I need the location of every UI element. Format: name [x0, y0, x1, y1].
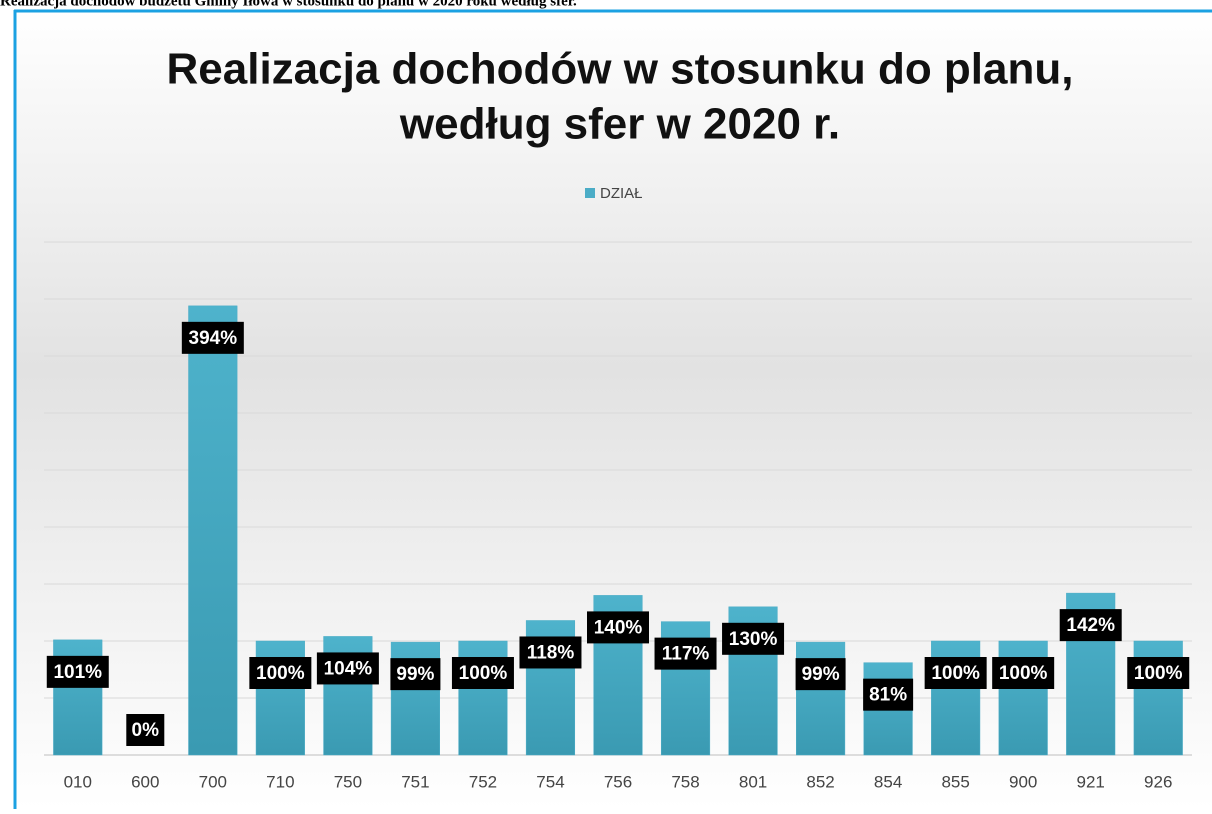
data-label: 100%: [931, 663, 980, 684]
data-label-box: [863, 678, 914, 711]
data-label: 81%: [869, 685, 907, 706]
chart-title: Realizacja dochodów w stosunku do planu,: [167, 45, 1074, 94]
data-label-box: [587, 611, 649, 644]
data-label-box: [519, 636, 582, 669]
data-label: 99%: [396, 664, 434, 685]
data-label-box: [722, 622, 785, 655]
x-tick-label: 756: [604, 772, 632, 791]
x-tick-label: 926: [1144, 772, 1172, 791]
x-tick-label: 758: [671, 772, 699, 791]
page-header: Realizacja dochodów budżetu Gminy Iłowa …: [0, 0, 577, 9]
x-tick-label: 921: [1077, 772, 1105, 791]
data-label: 130%: [729, 629, 778, 650]
x-tick-label: 710: [266, 772, 294, 791]
x-tick-label: 752: [469, 772, 497, 791]
data-label-box: [249, 657, 312, 689]
data-label: 99%: [802, 664, 840, 685]
x-tick-label: 754: [536, 772, 564, 791]
data-label-box: [924, 657, 987, 689]
data-label-box: [46, 655, 109, 688]
data-label: 100%: [999, 663, 1048, 684]
x-tick-label: 750: [334, 772, 362, 791]
data-label-box: [181, 321, 244, 354]
data-label: 100%: [459, 663, 508, 684]
data-label-box: [390, 658, 441, 691]
data-label-box: [795, 658, 846, 691]
data-label: 100%: [1134, 663, 1183, 684]
x-tick-label: 751: [401, 772, 429, 791]
data-label: 140%: [594, 617, 643, 638]
x-tick-label: 900: [1009, 772, 1037, 791]
x-tick-label: 700: [199, 772, 227, 791]
x-tick-label: 854: [874, 772, 902, 791]
legend-label: DZIAŁ: [600, 185, 643, 202]
data-label: 118%: [527, 642, 575, 663]
x-tick-label: 852: [806, 772, 834, 791]
data-label: 0%: [132, 720, 160, 741]
data-label-box: [1059, 609, 1122, 642]
bar: [188, 305, 238, 756]
data-label: 117%: [662, 644, 710, 665]
data-label-box: [316, 652, 379, 685]
data-label-box: [126, 714, 165, 746]
x-tick-label: 855: [941, 772, 969, 791]
data-label: 100%: [256, 663, 305, 684]
data-label-box: [1127, 657, 1190, 689]
legend-swatch: [585, 188, 595, 198]
chart-subtitle: według sfer w 2020 r.: [399, 100, 840, 149]
data-label-box: [992, 657, 1055, 689]
data-label: 101%: [53, 662, 102, 683]
data-label-box: [451, 657, 514, 689]
data-label: 394%: [189, 328, 238, 349]
x-tick-label: 600: [131, 772, 159, 791]
data-label: 142%: [1066, 615, 1115, 636]
x-tick-label: 010: [64, 772, 92, 791]
data-label: 104%: [324, 658, 373, 679]
data-label-box: [654, 637, 717, 670]
x-tick-label: 801: [739, 772, 767, 791]
